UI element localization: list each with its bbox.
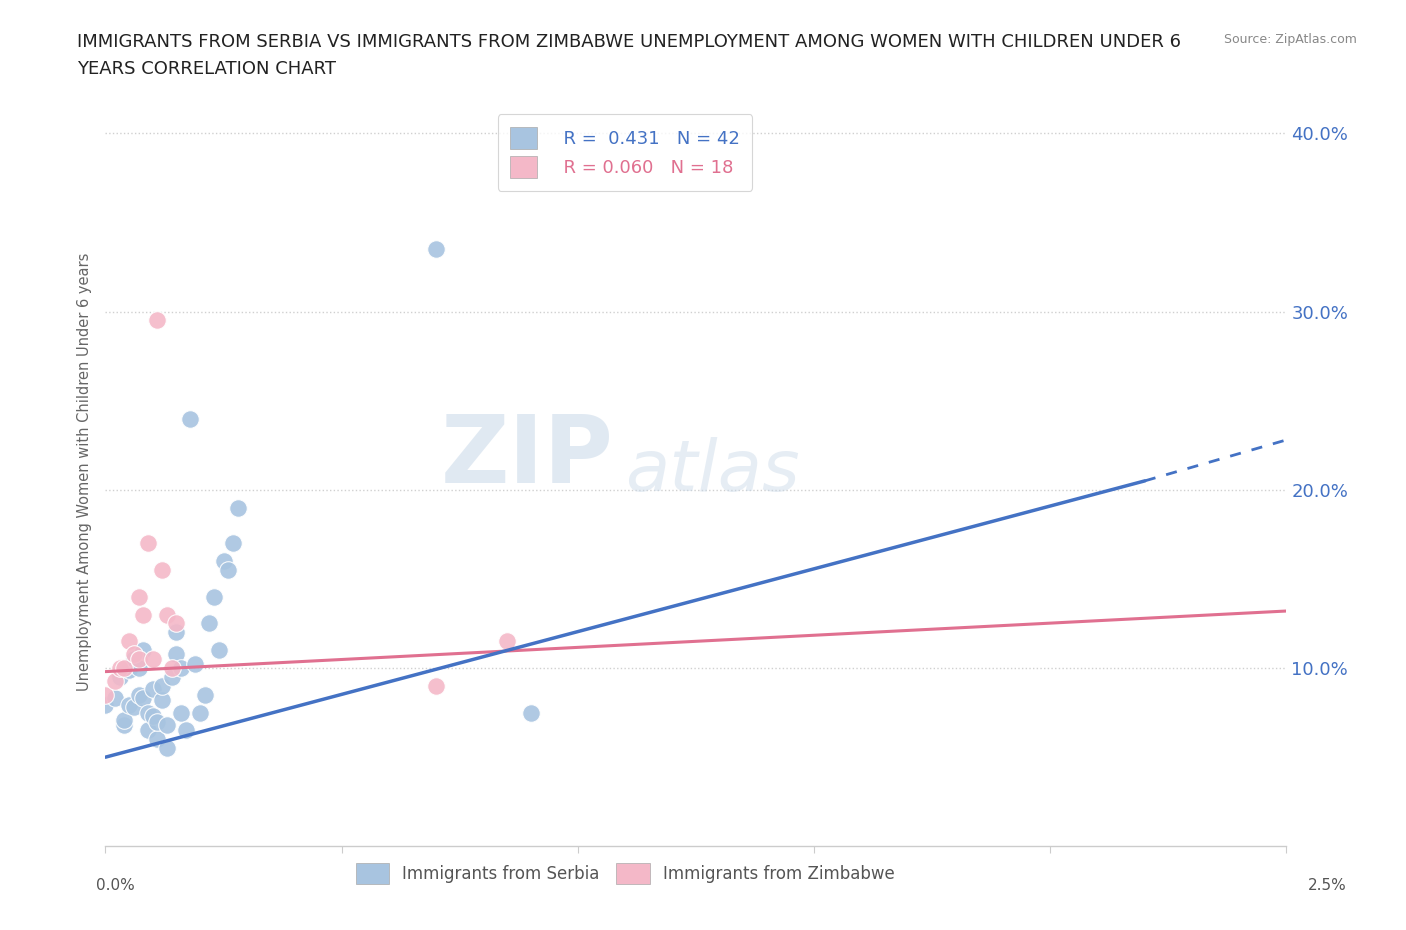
Point — [202, 590, 225, 604]
Point — [425, 679, 447, 694]
Text: atlas: atlas — [626, 437, 800, 507]
Point — [160, 670, 183, 684]
Point — [94, 687, 117, 702]
Point — [128, 590, 150, 604]
Point — [222, 536, 245, 551]
Point — [165, 616, 187, 631]
Point — [217, 563, 239, 578]
Point — [146, 313, 169, 328]
Point — [122, 700, 145, 715]
Point — [118, 698, 141, 713]
Point — [156, 607, 179, 622]
Point — [128, 687, 150, 702]
Point — [194, 687, 217, 702]
Point — [136, 705, 159, 720]
Point — [122, 652, 145, 667]
Point — [112, 718, 135, 733]
Point — [118, 662, 141, 677]
Text: Source: ZipAtlas.com: Source: ZipAtlas.com — [1223, 33, 1357, 46]
Text: 2.5%: 2.5% — [1308, 878, 1347, 893]
Point — [208, 643, 231, 658]
Point — [112, 712, 135, 727]
Point — [136, 723, 159, 737]
Point — [104, 673, 127, 688]
Point — [132, 643, 155, 658]
Point — [142, 652, 165, 667]
Point — [128, 652, 150, 667]
Point — [142, 709, 165, 724]
Point — [136, 536, 159, 551]
Point — [150, 693, 173, 708]
Point — [170, 660, 193, 675]
Point — [108, 670, 131, 684]
Point — [165, 646, 187, 661]
Point — [170, 705, 193, 720]
Text: ZIP: ZIP — [440, 411, 613, 503]
Point — [179, 411, 201, 426]
Point — [519, 705, 541, 720]
Text: IMMIGRANTS FROM SERBIA VS IMMIGRANTS FROM ZIMBABWE UNEMPLOYMENT AMONG WOMEN WITH: IMMIGRANTS FROM SERBIA VS IMMIGRANTS FRO… — [77, 33, 1181, 50]
Point — [146, 732, 169, 747]
Point — [156, 718, 179, 733]
Point — [496, 634, 519, 649]
Text: 0.0%: 0.0% — [96, 878, 135, 893]
Point — [212, 553, 235, 568]
Legend: Immigrants from Serbia, Immigrants from Zimbabwe: Immigrants from Serbia, Immigrants from … — [349, 857, 901, 890]
Text: YEARS CORRELATION CHART: YEARS CORRELATION CHART — [77, 60, 336, 78]
Point — [150, 679, 173, 694]
Point — [118, 634, 141, 649]
Point — [94, 698, 117, 713]
Point — [156, 741, 179, 756]
Point — [132, 607, 155, 622]
Point — [226, 500, 249, 515]
Point — [174, 723, 197, 737]
Point — [425, 242, 447, 257]
Point — [128, 660, 150, 675]
Y-axis label: Unemployment Among Women with Children Under 6 years: Unemployment Among Women with Children U… — [76, 253, 91, 691]
Point — [184, 658, 207, 672]
Point — [198, 616, 221, 631]
Point — [112, 660, 135, 675]
Point — [188, 705, 211, 720]
Point — [150, 563, 173, 578]
Point — [108, 660, 131, 675]
Point — [104, 691, 127, 706]
Point — [160, 660, 183, 675]
Point — [165, 625, 187, 640]
Point — [132, 691, 155, 706]
Point — [142, 682, 165, 697]
Point — [122, 646, 145, 661]
Point — [146, 714, 169, 729]
